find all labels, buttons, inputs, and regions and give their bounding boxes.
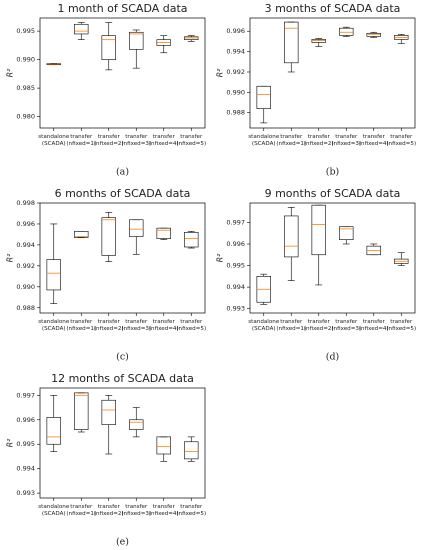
chart-title: 9 months of SCADA data <box>265 187 401 200</box>
y-tick-label: 0.994 <box>226 48 245 56</box>
box <box>184 232 199 248</box>
x-tick-label: transfer (nfixed=1) <box>66 504 96 517</box>
y-tick-label: 0.990 <box>226 88 245 96</box>
box <box>311 204 326 256</box>
box <box>339 226 354 240</box>
x-tick-label: transfer (nfixed=4) <box>149 134 179 147</box>
x-tick-label: transfer (nfixed=1) <box>66 319 96 332</box>
x-tick-label: transfer (nfixed=5) <box>386 319 416 332</box>
x-tick-label: transfer (nfixed=2) <box>304 319 334 332</box>
x-tick-label: standalone (SCADA) <box>248 319 280 332</box>
y-tick-label: 0.996 <box>16 416 35 424</box>
y-tick-label: 0.988 <box>226 109 245 117</box>
x-tick-label: transfer (nfixed=3) <box>121 319 151 332</box>
x-tick-label: standalone (SCADA) <box>248 134 280 147</box>
x-tick-label: transfer (nfixed=2) <box>304 134 334 147</box>
x-tick-label: transfer (nfixed=4) <box>149 504 179 517</box>
x-tick-label: transfer (nfixed=4) <box>359 134 389 147</box>
y-axis-label: R² <box>216 253 225 263</box>
x-tick-label: transfer (nfixed=2) <box>94 319 124 332</box>
y-tick-label: 0.990 <box>16 283 35 291</box>
y-tick-label: 0.996 <box>226 240 245 248</box>
box <box>184 441 199 460</box>
chart-title: 1 month of SCADA data <box>57 2 187 15</box>
x-tick-label: transfer (nfixed=5) <box>386 134 416 147</box>
x-tick-label: transfer (nfixed=3) <box>331 319 361 332</box>
x-tick-label: standalone (SCADA) <box>38 134 70 147</box>
x-tick-label: transfer (nfixed=4) <box>359 319 389 332</box>
box <box>74 392 89 430</box>
x-tick-label: transfer (nfixed=1) <box>276 134 306 147</box>
box <box>366 32 381 37</box>
box <box>284 215 299 258</box>
y-tick-label: 0.995 <box>16 440 35 448</box>
y-tick-label: 0.995 <box>16 27 35 35</box>
y-tick-label: 0.996 <box>16 220 35 228</box>
y-tick-label: 0.994 <box>226 283 245 291</box>
x-tick-label: transfer (nfixed=2) <box>94 504 124 517</box>
box <box>46 417 61 445</box>
plot-frame <box>249 202 416 314</box>
x-tick-label: transfer (nfixed=4) <box>149 319 179 332</box>
x-tick-label: transfer (nfixed=1) <box>276 319 306 332</box>
box <box>101 217 116 256</box>
x-tick-label: transfer (nfixed=3) <box>121 504 151 517</box>
box <box>311 39 326 43</box>
y-axis-label: R² <box>6 253 15 263</box>
x-tick-label: transfer (nfixed=3) <box>331 134 361 147</box>
box <box>101 399 116 425</box>
box <box>129 419 144 430</box>
caption: (a) <box>116 167 129 178</box>
caption: (c) <box>116 352 129 363</box>
x-tick-label: transfer (nfixed=2) <box>94 134 124 147</box>
y-axis-label: R² <box>216 68 225 78</box>
y-tick-label: 0.993 <box>16 489 35 497</box>
x-tick-label: transfer (nfixed=3) <box>121 134 151 147</box>
caption: (d) <box>326 352 340 363</box>
box <box>129 219 144 237</box>
y-axis-label: R² <box>6 438 15 448</box>
box <box>156 227 171 239</box>
chart-title: 3 months of SCADA data <box>265 2 401 15</box>
x-tick-label: transfer (nfixed=1) <box>66 134 96 147</box>
box <box>74 23 89 35</box>
box <box>256 85 271 109</box>
y-tick-label: 0.995 <box>226 262 245 270</box>
y-axis-label: R² <box>6 68 15 78</box>
y-tick-label: 0.997 <box>226 218 245 226</box>
box <box>156 436 171 455</box>
x-tick-label: standalone (SCADA) <box>38 319 70 332</box>
y-tick-label: 0.994 <box>16 241 35 249</box>
y-tick-label: 0.996 <box>226 27 245 35</box>
x-tick-label: transfer (nfixed=5) <box>176 319 206 332</box>
y-tick-label: 0.980 <box>16 113 35 121</box>
plot-frame <box>249 17 416 129</box>
box <box>74 230 89 238</box>
y-tick-label: 0.988 <box>16 304 35 312</box>
y-tick-label: 0.992 <box>226 68 245 76</box>
box <box>284 21 299 64</box>
caption: (b) <box>326 167 340 178</box>
box <box>339 27 354 36</box>
y-tick-label: 0.985 <box>16 84 35 92</box>
box <box>129 31 144 50</box>
x-tick-label: transfer (nfixed=5) <box>176 134 206 147</box>
caption: (e) <box>116 537 129 548</box>
y-tick-label: 0.998 <box>16 199 35 207</box>
chart-title: 12 months of SCADA data <box>51 372 194 385</box>
chart-title: 6 months of SCADA data <box>55 187 191 200</box>
y-tick-label: 0.994 <box>16 465 35 473</box>
y-tick-label: 0.997 <box>16 391 35 399</box>
plot-frame <box>39 17 206 129</box>
y-tick-label: 0.992 <box>16 262 35 270</box>
x-tick-label: standalone (SCADA) <box>38 504 70 517</box>
x-tick-label: transfer (nfixed=5) <box>176 504 206 517</box>
plot-frame <box>39 387 206 499</box>
box <box>101 35 116 60</box>
plot-frame <box>39 202 206 314</box>
y-tick-label: 0.990 <box>16 56 35 64</box>
y-tick-label: 0.993 <box>226 305 245 313</box>
box <box>46 259 61 291</box>
